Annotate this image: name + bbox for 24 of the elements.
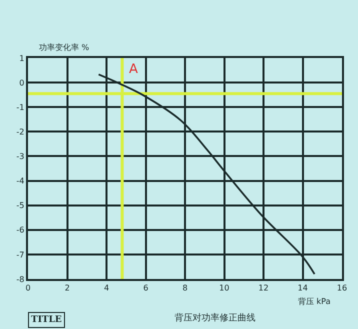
y-tick-label: -1 [16,102,24,112]
annotation: A [129,62,138,77]
y-tick-label: -4 [16,176,24,186]
x-axis-title: 背压 kPa [298,297,331,306]
y-tick-label: -5 [16,201,24,210]
x-tick-label: 8 [182,284,188,293]
x-tick-label: 12 [258,284,269,293]
x-tick-label: 14 [298,284,308,293]
y-tick-label: 1 [19,54,24,63]
y-tick-label: 0 [19,78,24,88]
x-tick-label: 2 [64,284,70,293]
y-tick-label: -6 [16,226,24,235]
text: 背压对功率修正曲线 [174,312,256,324]
y-tick-label: -2 [16,127,24,136]
x-tick-label: 10 [219,284,230,293]
y-tick-label: -8 [16,274,24,284]
y-tick-label: -3 [16,152,24,162]
text: TITLE [31,315,62,325]
x-tick-label: 16 [336,284,348,293]
y-tick-label: -7 [16,250,24,260]
y-axis-title: 功率变化率 % [39,43,90,52]
x-tick-label: 4 [104,284,110,293]
x-tick-label: 0 [25,284,31,293]
x-tick-label: 6 [143,284,148,293]
